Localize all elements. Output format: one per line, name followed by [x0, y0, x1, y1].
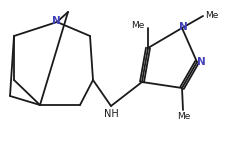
Text: N: N: [52, 16, 60, 26]
Text: Me: Me: [177, 112, 191, 121]
Text: N: N: [179, 22, 187, 32]
Text: NH: NH: [104, 109, 118, 119]
Text: Me: Me: [205, 11, 218, 20]
Text: N: N: [197, 57, 205, 67]
Text: Me: Me: [132, 21, 145, 31]
